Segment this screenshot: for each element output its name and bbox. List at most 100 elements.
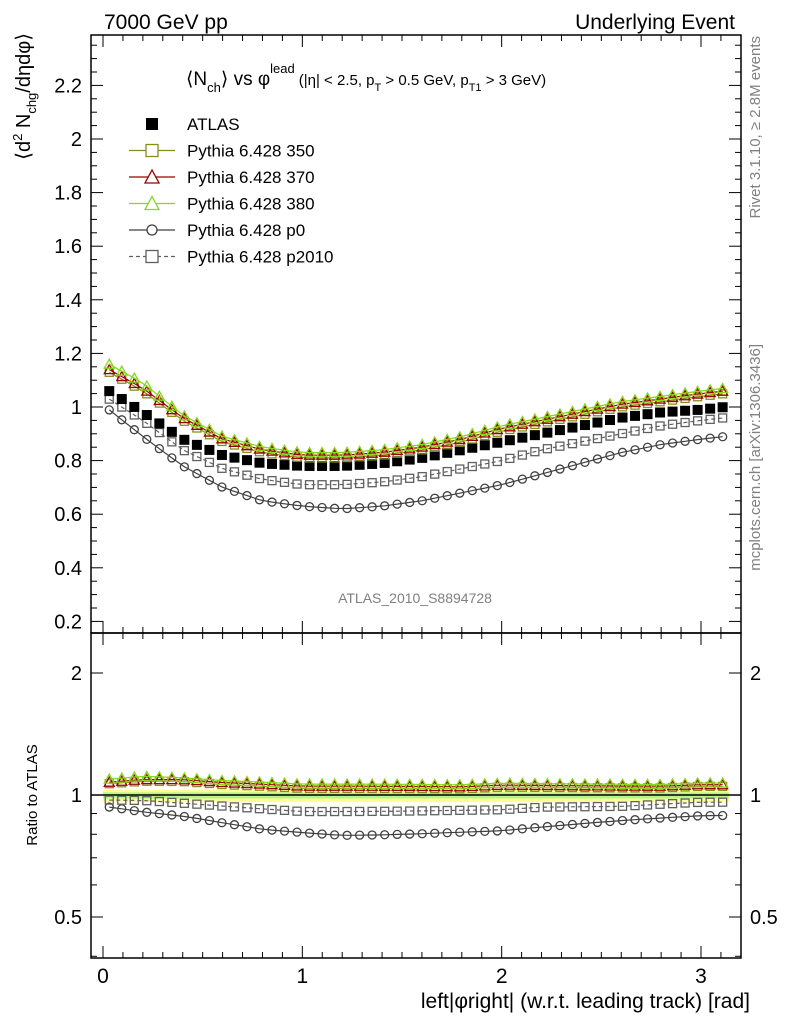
data-point	[342, 460, 353, 471]
ratio-point	[653, 778, 667, 790]
data-point	[367, 458, 378, 469]
ratio-point	[378, 777, 391, 789]
ratio-point	[492, 805, 502, 815]
data-point	[267, 497, 277, 507]
ratio-point	[242, 803, 252, 813]
data-point	[179, 445, 190, 456]
data-point	[215, 432, 229, 444]
data-point	[605, 431, 615, 441]
ratio-point	[128, 773, 141, 785]
data-point	[641, 391, 654, 403]
data-point	[542, 427, 553, 438]
data-point	[366, 444, 379, 456]
ratio-point	[353, 777, 366, 789]
y-tick-label: 0.8	[54, 451, 82, 473]
ratio-point	[253, 775, 266, 787]
data-point	[530, 447, 540, 457]
data-point	[566, 407, 579, 419]
y-tick-label: 2	[71, 129, 82, 151]
data-point	[392, 499, 402, 509]
data-point	[567, 438, 578, 449]
ratio-point	[190, 774, 203, 786]
data-point	[441, 435, 454, 447]
series-line	[108, 409, 723, 510]
ratio-point	[178, 773, 191, 785]
data-point	[304, 480, 315, 490]
ratio-point	[391, 780, 404, 792]
ratio-point	[542, 802, 553, 812]
data-point	[492, 437, 503, 448]
ratio-point	[204, 800, 215, 810]
ratio-point	[603, 777, 617, 789]
data-point	[567, 422, 578, 433]
data-point	[716, 384, 729, 396]
data-point	[115, 364, 128, 376]
title-main-sub: ch	[207, 80, 221, 95]
ratio-point	[153, 770, 166, 782]
data-point	[630, 410, 641, 421]
series-4	[104, 405, 728, 514]
ratio-series-3	[103, 770, 729, 790]
ratio-point	[229, 820, 240, 830]
data-point	[642, 409, 653, 420]
data-point	[391, 441, 404, 453]
data-point	[317, 480, 327, 490]
data-point	[680, 405, 691, 416]
data-point	[167, 437, 177, 447]
data-point	[542, 444, 553, 454]
ratio-point	[678, 778, 692, 790]
data-point	[154, 418, 165, 429]
data-point	[667, 406, 678, 417]
ratio-point	[215, 774, 229, 786]
data-point	[129, 401, 140, 412]
ratio-point	[115, 771, 128, 783]
data-point	[217, 482, 227, 492]
data-point	[442, 466, 452, 477]
data-point	[491, 420, 504, 432]
data-point	[253, 442, 266, 454]
series-0	[104, 386, 728, 471]
ratio-point	[179, 811, 190, 822]
data-point	[416, 440, 429, 452]
ratio-tick-label-right: 0.5	[750, 907, 778, 929]
ratio-point	[628, 778, 642, 790]
data-point	[242, 470, 252, 480]
data-point	[142, 434, 152, 445]
y-tick-label: 0.6	[54, 504, 82, 526]
ratio-point	[403, 778, 416, 790]
ratio-tick-label: 1	[71, 785, 82, 807]
data-point	[442, 491, 452, 501]
ratio-tick-label-right: 2	[750, 663, 761, 685]
ratio-series-line	[109, 799, 723, 813]
ratio-point	[553, 779, 567, 791]
data-point	[467, 442, 478, 453]
data-point	[642, 442, 653, 452]
ratio-point	[691, 778, 704, 790]
ratio-point	[517, 824, 528, 834]
ratio-point	[354, 806, 365, 817]
data-point	[204, 475, 215, 485]
ratio-point	[392, 806, 402, 816]
title-main-after: ⟩ vs φ	[221, 69, 270, 90]
ratio-point	[215, 776, 229, 788]
series-line	[108, 398, 723, 486]
data-point	[405, 497, 415, 508]
data-point	[705, 414, 715, 425]
ratio-point	[517, 803, 528, 814]
data-point	[292, 460, 303, 471]
x-tick-label: 3	[695, 965, 707, 988]
data-point	[254, 457, 265, 468]
ratio-point	[680, 798, 690, 808]
data-point	[292, 479, 302, 489]
ratio-point	[666, 779, 679, 791]
ratio-point	[666, 777, 679, 789]
ratio-point	[204, 815, 215, 826]
data-point	[516, 415, 529, 427]
data-point	[303, 448, 316, 460]
ratio-point	[228, 776, 241, 788]
rivet-label: Rivet 3.1.10, ≥ 2.8M events	[747, 36, 764, 219]
data-point	[455, 464, 465, 474]
data-point	[691, 385, 704, 397]
ratio-point	[315, 777, 329, 789]
ratio-tick-label: 2	[71, 663, 82, 685]
